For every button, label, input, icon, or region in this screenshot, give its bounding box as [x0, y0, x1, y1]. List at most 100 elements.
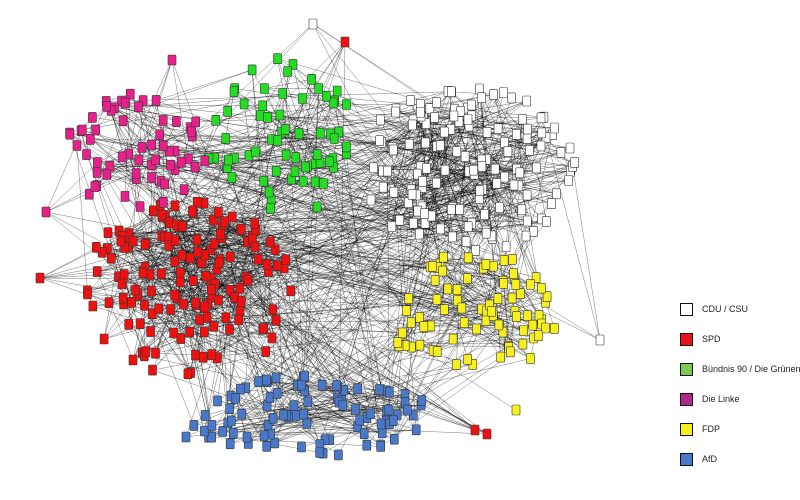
network-node: [430, 112, 439, 123]
network-node: [425, 103, 435, 114]
legend-label-afd: AfD: [702, 454, 718, 464]
network-node: [147, 139, 156, 151]
network-node: [262, 259, 272, 270]
network-node: [159, 197, 168, 208]
network-node: [359, 428, 369, 440]
network-node: [443, 283, 453, 295]
network-node: [505, 346, 515, 358]
network-node: [411, 424, 421, 436]
network-node: [229, 428, 238, 439]
network-node: [376, 441, 386, 452]
network-node: [140, 299, 149, 311]
network-node: [389, 433, 399, 445]
network-node: [214, 257, 224, 269]
network-node: [321, 90, 331, 102]
network-node: [541, 216, 551, 227]
network-node: [200, 326, 209, 338]
network-node: [271, 315, 281, 326]
network-node: [169, 327, 178, 339]
network-node: [213, 395, 222, 407]
network-node: [261, 346, 271, 357]
network-node: [92, 167, 102, 178]
network-node: [529, 226, 538, 237]
network-node: [207, 420, 217, 431]
network-node: [332, 85, 342, 97]
network-node: [181, 431, 191, 443]
network-node: [516, 288, 525, 299]
network-node: [448, 333, 458, 345]
network-node: [186, 252, 195, 264]
network-node: [541, 322, 550, 334]
network-node: [259, 323, 269, 334]
network-node: [526, 278, 535, 290]
legend-item-gruene: Bündnis 90 / Die Grünen: [680, 354, 800, 384]
network-node: [519, 325, 529, 336]
network-node: [428, 261, 438, 272]
network-node: [418, 176, 427, 187]
network-node: [225, 438, 235, 450]
network-node: [388, 144, 398, 156]
network-node: [334, 449, 343, 461]
network-node: [126, 88, 135, 100]
network-node: [177, 157, 186, 168]
network-node: [268, 304, 278, 316]
network-node: [298, 176, 308, 187]
network-node: [351, 404, 360, 415]
network-node: [481, 315, 491, 327]
network-node: [229, 86, 239, 97]
network-node: [242, 431, 252, 443]
network-node: [151, 347, 160, 359]
network-node: [124, 319, 133, 330]
network-node: [556, 147, 566, 158]
network-node: [415, 312, 424, 323]
network-node: [237, 408, 247, 420]
network-node: [517, 113, 527, 125]
network-node: [503, 146, 513, 157]
network-node: [200, 301, 209, 313]
network-node: [225, 251, 235, 263]
network-node: [192, 234, 202, 246]
network-node: [383, 404, 393, 416]
legend-label-fdp: FDP: [702, 424, 720, 434]
network-node: [254, 376, 263, 388]
network-node: [102, 169, 112, 180]
network-node: [521, 230, 531, 242]
network-node: [329, 133, 339, 144]
network-node: [393, 337, 403, 348]
network-node: [509, 268, 519, 279]
network-node: [191, 349, 200, 361]
network-node: [280, 124, 290, 135]
network-node: [78, 124, 87, 136]
network-node: [537, 127, 547, 139]
network-node: [183, 368, 193, 380]
network-node: [138, 267, 148, 279]
network-node: [500, 137, 509, 148]
network-node: [267, 332, 277, 344]
network-node: [134, 154, 144, 166]
network-node: [499, 255, 509, 266]
network-node: [273, 135, 282, 146]
network-node: [88, 300, 98, 312]
network-node: [220, 216, 229, 227]
network-node: [387, 221, 397, 232]
network-node: [200, 410, 210, 421]
network-node: [93, 157, 102, 168]
network-node: [262, 374, 271, 386]
network-node: [102, 101, 111, 112]
network-node: [415, 339, 425, 351]
network-node: [452, 284, 462, 296]
network-node: [209, 321, 218, 332]
network-node: [414, 228, 424, 240]
network-node: [406, 95, 416, 106]
network-node: [227, 172, 237, 183]
network-node: [227, 415, 236, 427]
network-node: [279, 409, 288, 421]
network-node: [499, 87, 508, 98]
network-node: [522, 95, 532, 107]
network-node: [83, 288, 92, 300]
network-node: [493, 123, 503, 134]
network-node: [224, 154, 233, 166]
network-node: [408, 119, 417, 131]
network-node: [500, 171, 509, 183]
